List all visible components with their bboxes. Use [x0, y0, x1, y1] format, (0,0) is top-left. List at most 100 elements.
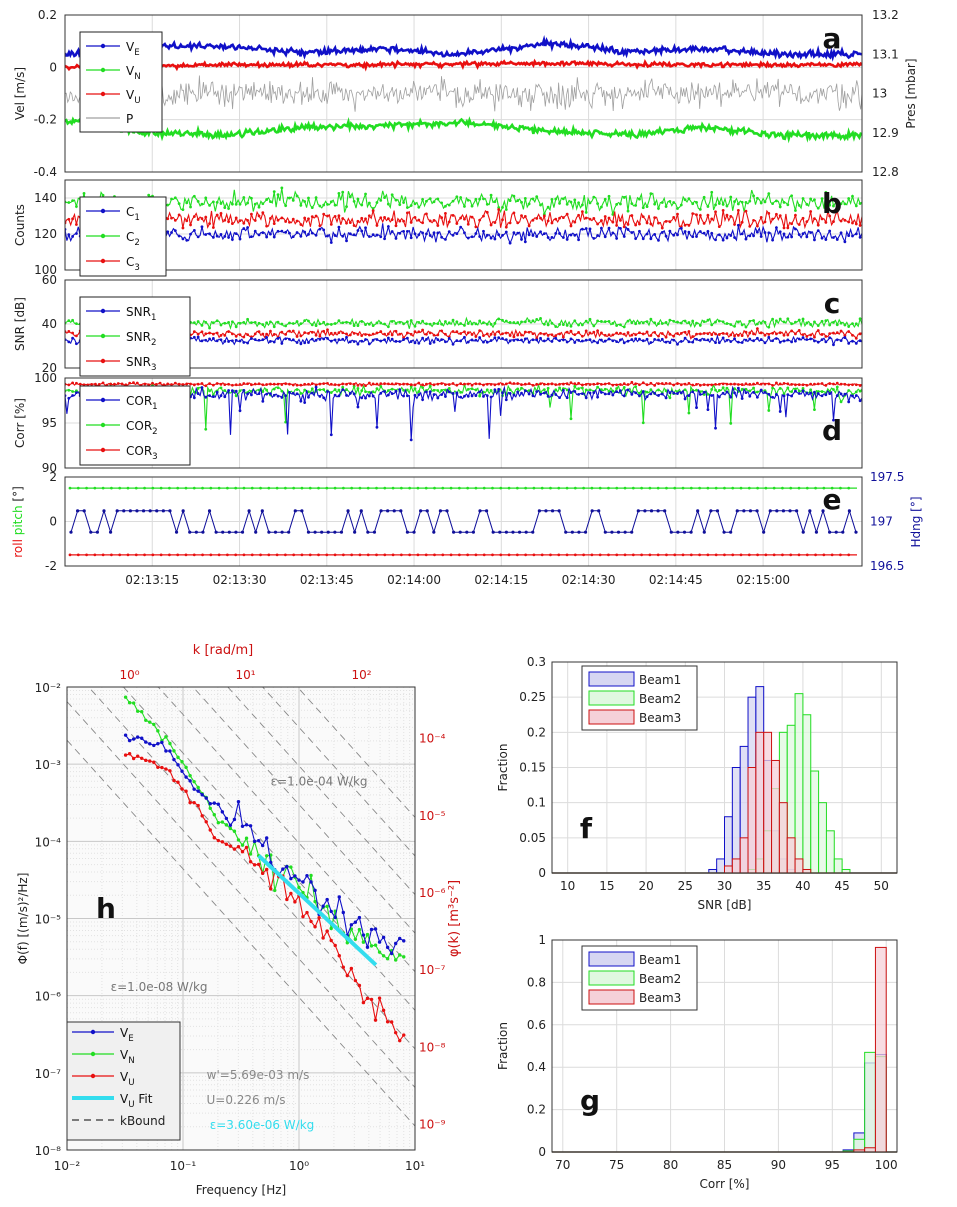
data-point [527, 224, 531, 228]
data-point [240, 530, 245, 534]
data-point [683, 336, 687, 340]
data-point [67, 396, 71, 400]
data-point [295, 383, 299, 387]
data-point [772, 553, 776, 557]
data-point [794, 209, 797, 212]
y-tick-label: -0.2 [34, 113, 57, 127]
data-point [310, 387, 314, 391]
data-point [801, 197, 805, 200]
data-point [110, 553, 113, 557]
data-point [484, 509, 489, 513]
data-point [466, 322, 470, 325]
legend-marker [100, 447, 106, 453]
data-point [698, 338, 702, 342]
data-point [516, 221, 520, 225]
data-point [463, 231, 466, 235]
data-point [715, 509, 720, 513]
data-point [390, 387, 394, 391]
data-point [337, 338, 341, 342]
data-point [813, 320, 816, 324]
data-point [364, 226, 367, 230]
data-point [364, 338, 367, 341]
data-point [322, 228, 326, 232]
data-point [436, 333, 440, 337]
data-point [71, 235, 75, 238]
data-point [299, 392, 303, 395]
data-point [383, 486, 387, 490]
legend-marker [100, 43, 106, 49]
data-point [816, 392, 820, 395]
data-point [546, 394, 550, 398]
data-point [76, 553, 80, 557]
data-point [851, 383, 854, 387]
data-point [333, 388, 337, 391]
data-point [367, 333, 371, 337]
data-point [425, 390, 428, 394]
data-point [196, 235, 200, 239]
data-point [832, 331, 835, 335]
data-point [508, 381, 512, 385]
data-point [216, 838, 221, 843]
series-line [65, 75, 862, 112]
data-point [657, 322, 660, 326]
data-point [835, 338, 839, 342]
data-point [805, 220, 809, 224]
data-point [67, 383, 71, 387]
data-point [217, 553, 221, 557]
data-point [371, 390, 375, 394]
data-point [702, 221, 706, 225]
data-point [466, 222, 470, 226]
data-point [181, 208, 185, 211]
data-point [360, 396, 364, 400]
data-point [349, 966, 354, 971]
data-point [832, 382, 835, 386]
data-point [691, 235, 695, 239]
data-point [649, 509, 654, 513]
data-point [230, 339, 234, 343]
data-point [289, 865, 293, 869]
data-point [234, 334, 238, 338]
data-point [392, 509, 396, 513]
data-point [329, 909, 333, 914]
data-point [402, 382, 405, 386]
data-point [326, 214, 329, 218]
data-point [280, 186, 284, 190]
data-point [569, 233, 573, 237]
data-point [542, 322, 546, 326]
data-point [854, 383, 858, 387]
data-point [192, 553, 196, 557]
data-point [645, 205, 649, 209]
data-point [276, 229, 280, 233]
data-point [809, 337, 813, 341]
data-point [459, 322, 463, 325]
data-point [588, 227, 592, 231]
data-point [520, 214, 523, 218]
data-point [592, 324, 596, 328]
data-point [385, 1020, 390, 1024]
data-point [681, 486, 685, 490]
series-C_2 [65, 186, 862, 217]
data-point [527, 382, 531, 386]
series-line [65, 58, 862, 72]
data-point [272, 325, 276, 329]
data-point [733, 337, 736, 341]
data-point [584, 216, 588, 220]
data-point [196, 199, 200, 203]
data-point [425, 337, 428, 341]
data-point [269, 392, 272, 396]
data-point [309, 873, 313, 878]
panel-f: 10 15 20 25 30 35 40 45 5000.050.10.150.20.250.3… [496, 655, 898, 912]
x-tick-label: 80 [663, 1158, 678, 1172]
data-point [729, 323, 733, 326]
data-point [485, 210, 489, 214]
data-point [508, 392, 512, 395]
data-point [603, 392, 607, 396]
data-point [786, 235, 790, 239]
data-point [269, 329, 272, 333]
panel-a-ylabel: Vel [m/s] [13, 67, 27, 120]
data-point [687, 340, 691, 344]
histogram-bar [731, 767, 741, 874]
data-point [832, 343, 835, 347]
data-point [253, 382, 257, 386]
data-point [152, 743, 156, 748]
